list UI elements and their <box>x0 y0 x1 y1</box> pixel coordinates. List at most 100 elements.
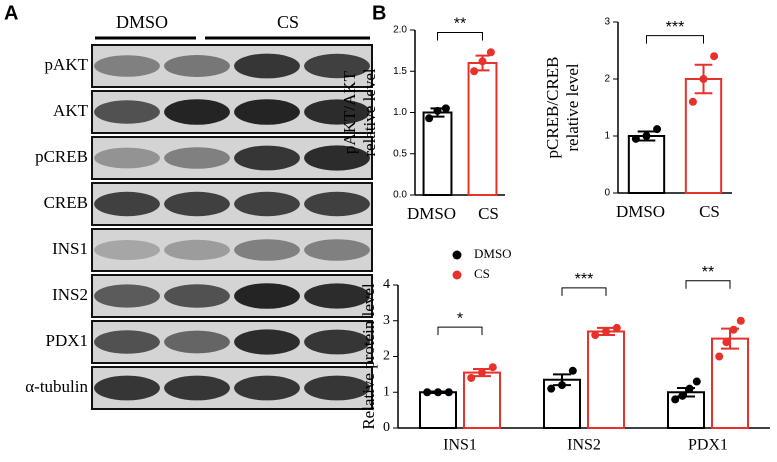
data-point <box>678 391 687 400</box>
blot-label: INS2 <box>52 285 88 304</box>
data-point <box>692 377 701 386</box>
data-point <box>441 104 450 113</box>
significance-bracket <box>646 35 704 44</box>
data-point <box>688 97 697 106</box>
blot-label: α-tubulin <box>25 377 88 396</box>
data-point <box>478 368 486 377</box>
legend-label: CS <box>474 266 490 281</box>
significance-bracket <box>437 31 483 41</box>
y-tick-label: 1.0 <box>393 107 407 118</box>
x-tick-label: INS1 <box>443 437 477 454</box>
data-point <box>653 125 662 134</box>
bar <box>419 391 457 429</box>
blot-band <box>304 329 370 355</box>
blot-band <box>94 55 160 77</box>
y-tick-label: 2 <box>604 74 610 85</box>
data-point <box>715 352 724 361</box>
group-label: CS <box>277 12 299 32</box>
significance-label: * <box>457 310 463 327</box>
bar <box>711 337 749 429</box>
blot-band <box>164 191 230 217</box>
y-tick-label: 2.0 <box>393 25 407 36</box>
x-tick-label: DMSO <box>407 204 456 223</box>
data-point <box>558 381 566 390</box>
x-tick-label: DMSO <box>616 202 665 221</box>
legend-label: DMSO <box>474 246 512 261</box>
bar <box>684 78 723 194</box>
blot-band <box>164 239 230 261</box>
y-tick-label: 0.5 <box>393 148 407 159</box>
blot-label: PDX1 <box>45 331 88 350</box>
data-point <box>568 366 577 375</box>
data-point <box>470 67 479 76</box>
y-tick-label: 4 <box>383 277 390 292</box>
y-axis-label: pCREB/CREB <box>543 56 562 158</box>
blot-label: pAKT <box>45 55 89 74</box>
blot-band <box>94 330 160 354</box>
y-tick-label: 1 <box>604 131 610 142</box>
significance-label: ** <box>454 16 466 33</box>
data-point <box>685 384 694 393</box>
blot-band <box>94 375 160 401</box>
data-point <box>488 363 497 372</box>
bar <box>422 111 453 196</box>
data-point <box>736 316 745 325</box>
legend-marker <box>452 270 462 280</box>
blot-band <box>164 330 230 354</box>
y-tick-label: 0.0 <box>393 190 407 201</box>
x-tick-label: CS <box>478 204 499 223</box>
blot-band <box>94 284 160 308</box>
y-tick-label: 1.5 <box>393 66 407 77</box>
blot-band <box>234 191 300 217</box>
blot-band <box>94 147 160 169</box>
legend-marker <box>452 250 462 260</box>
data-point <box>425 114 434 123</box>
panel-label: A <box>4 2 18 24</box>
blot-band <box>304 145 370 171</box>
blot-band <box>94 191 160 217</box>
bar <box>627 135 666 194</box>
y-axis-label: relative level <box>360 68 379 157</box>
y-tick-label: 3 <box>383 313 390 328</box>
blot-band <box>234 53 300 79</box>
blot-label: AKT <box>53 101 89 120</box>
significance-label: *** <box>666 19 685 36</box>
blot-band <box>304 99 370 125</box>
blot-band <box>304 375 370 401</box>
data-point <box>486 48 495 57</box>
y-tick-label: 2 <box>383 349 390 364</box>
data-point <box>671 395 680 404</box>
blot-band <box>164 55 230 77</box>
blot-band <box>164 147 230 169</box>
y-axis-label: Relative protein level <box>359 283 378 430</box>
data-point <box>591 331 600 340</box>
blot-band <box>234 375 300 401</box>
x-tick-label: INS2 <box>567 437 601 454</box>
significance-bracket <box>561 287 607 296</box>
bar <box>587 330 625 430</box>
data-point <box>631 134 640 143</box>
data-point <box>433 106 442 115</box>
data-point <box>602 327 610 336</box>
data-point <box>423 388 432 397</box>
y-tick-label: 0 <box>604 188 610 199</box>
data-point <box>478 57 487 66</box>
blot-band <box>94 240 160 260</box>
blot-band <box>304 53 370 79</box>
bar <box>463 371 501 429</box>
data-point <box>729 325 738 334</box>
data-point <box>444 388 453 397</box>
y-tick-label: 0 <box>383 420 390 435</box>
blot-label: INS1 <box>52 239 88 258</box>
y-axis-label: pAKT/AKT <box>340 70 359 154</box>
panel-label: B <box>372 2 386 24</box>
bar <box>467 62 498 196</box>
x-tick-label: CS <box>699 202 720 221</box>
blot-band <box>304 191 370 217</box>
data-point <box>547 384 556 393</box>
blot-frame <box>91 228 373 272</box>
blot-band <box>164 284 230 308</box>
group-label: DMSO <box>116 12 168 32</box>
data-point <box>642 132 651 140</box>
